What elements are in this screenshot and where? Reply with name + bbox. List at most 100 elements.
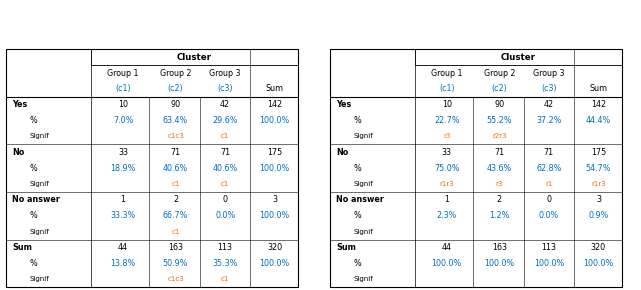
Text: 163: 163 xyxy=(168,243,183,252)
Text: 22.7%: 22.7% xyxy=(434,116,460,125)
Text: 1: 1 xyxy=(121,195,126,204)
Text: %: % xyxy=(353,116,361,125)
Text: No answer: No answer xyxy=(336,195,384,204)
Text: 44: 44 xyxy=(442,243,452,252)
Text: 100.0%: 100.0% xyxy=(260,164,290,173)
Text: 10: 10 xyxy=(442,100,452,109)
Text: Signif: Signif xyxy=(353,229,373,235)
Text: 100.0%: 100.0% xyxy=(534,259,564,268)
Text: 35.3%: 35.3% xyxy=(212,259,238,268)
Text: (c1): (c1) xyxy=(439,84,454,93)
Text: c1: c1 xyxy=(221,181,229,187)
Bar xyxy=(91,49,298,65)
Text: 90: 90 xyxy=(171,100,181,109)
Text: %: % xyxy=(29,259,37,268)
Text: %: % xyxy=(29,164,37,173)
Text: 0.0%: 0.0% xyxy=(538,211,559,220)
Text: Cluster: Cluster xyxy=(501,53,536,62)
Text: 175: 175 xyxy=(591,148,606,157)
Text: 100.0%: 100.0% xyxy=(484,259,514,268)
Text: Sum: Sum xyxy=(589,84,608,93)
Text: %: % xyxy=(353,211,361,220)
Bar xyxy=(415,49,622,65)
Text: 71: 71 xyxy=(544,148,554,157)
Text: 7.0%: 7.0% xyxy=(113,116,133,125)
Text: %: % xyxy=(29,116,37,125)
Text: 100.0%: 100.0% xyxy=(583,259,613,268)
Text: Sum: Sum xyxy=(265,84,284,93)
Text: Group 3: Group 3 xyxy=(533,68,565,78)
Text: 71: 71 xyxy=(171,148,181,157)
Text: %: % xyxy=(353,164,361,173)
Text: 40.6%: 40.6% xyxy=(213,164,238,173)
Text: r1r3: r1r3 xyxy=(439,181,454,187)
Text: 29.6%: 29.6% xyxy=(212,116,238,125)
Text: Cluster: Cluster xyxy=(177,53,212,62)
Text: 55.2%: 55.2% xyxy=(487,116,512,125)
Text: (c1): (c1) xyxy=(115,84,131,93)
Text: 10: 10 xyxy=(118,100,128,109)
Text: 90: 90 xyxy=(494,100,504,109)
Text: r3: r3 xyxy=(495,181,503,187)
Text: c1: c1 xyxy=(171,229,179,235)
Text: 0: 0 xyxy=(222,195,228,204)
Text: Sum: Sum xyxy=(12,243,32,252)
Text: 142: 142 xyxy=(267,100,282,109)
Text: 320: 320 xyxy=(267,243,282,252)
Text: 13.8%: 13.8% xyxy=(110,259,136,268)
Text: Signif: Signif xyxy=(29,276,49,282)
Text: 3: 3 xyxy=(272,195,278,204)
Text: Signif: Signif xyxy=(353,181,373,187)
Text: 66.7%: 66.7% xyxy=(163,211,188,220)
Text: 44.4%: 44.4% xyxy=(586,116,611,125)
Text: Group 2: Group 2 xyxy=(483,68,515,78)
Text: (c3): (c3) xyxy=(541,84,556,93)
Text: 1.2%: 1.2% xyxy=(489,211,510,220)
Text: Group 1: Group 1 xyxy=(107,68,139,78)
Text: 0: 0 xyxy=(546,195,551,204)
Text: 62.8%: 62.8% xyxy=(536,164,562,173)
Text: (c2): (c2) xyxy=(492,84,507,93)
Text: 113: 113 xyxy=(542,243,556,252)
Text: Yes: Yes xyxy=(336,100,351,109)
Text: 54.7%: 54.7% xyxy=(586,164,611,173)
Text: 3: 3 xyxy=(596,195,601,204)
Text: No: No xyxy=(336,148,348,157)
Text: No: No xyxy=(12,148,24,157)
Text: 100.0%: 100.0% xyxy=(260,259,290,268)
Text: (c2): (c2) xyxy=(168,84,183,93)
Text: c1c3: c1c3 xyxy=(167,133,184,139)
Text: Signif: Signif xyxy=(353,276,373,282)
Text: 43.6%: 43.6% xyxy=(487,164,512,173)
Text: 71: 71 xyxy=(494,148,504,157)
Text: Group 3: Group 3 xyxy=(210,68,241,78)
Text: 50.9%: 50.9% xyxy=(163,259,188,268)
Text: 2: 2 xyxy=(497,195,502,204)
Text: 2: 2 xyxy=(173,195,178,204)
Text: r3: r3 xyxy=(443,133,451,139)
Text: 100.0%: 100.0% xyxy=(431,259,462,268)
Text: Yes: Yes xyxy=(12,100,28,109)
Text: 142: 142 xyxy=(591,100,606,109)
Text: Group 1: Group 1 xyxy=(431,68,463,78)
Text: c1c3: c1c3 xyxy=(167,276,184,282)
Text: 71: 71 xyxy=(220,148,230,157)
Text: 75.0%: 75.0% xyxy=(434,164,460,173)
Text: 0.0%: 0.0% xyxy=(215,211,235,220)
Text: c1: c1 xyxy=(221,276,229,282)
Text: 42: 42 xyxy=(220,100,230,109)
Text: r1r3: r1r3 xyxy=(591,181,606,187)
Text: 33: 33 xyxy=(118,148,128,157)
Text: (c3): (c3) xyxy=(217,84,233,93)
Text: Group 2: Group 2 xyxy=(160,68,191,78)
Text: c1: c1 xyxy=(221,133,229,139)
Text: 2.3%: 2.3% xyxy=(437,211,457,220)
Text: Signif: Signif xyxy=(353,133,373,139)
Text: 113: 113 xyxy=(218,243,233,252)
Text: 1: 1 xyxy=(444,195,449,204)
Text: %: % xyxy=(353,259,361,268)
Text: 18.9%: 18.9% xyxy=(110,164,136,173)
Text: 42: 42 xyxy=(544,100,554,109)
Text: 320: 320 xyxy=(591,243,606,252)
Text: 0.9%: 0.9% xyxy=(588,211,608,220)
